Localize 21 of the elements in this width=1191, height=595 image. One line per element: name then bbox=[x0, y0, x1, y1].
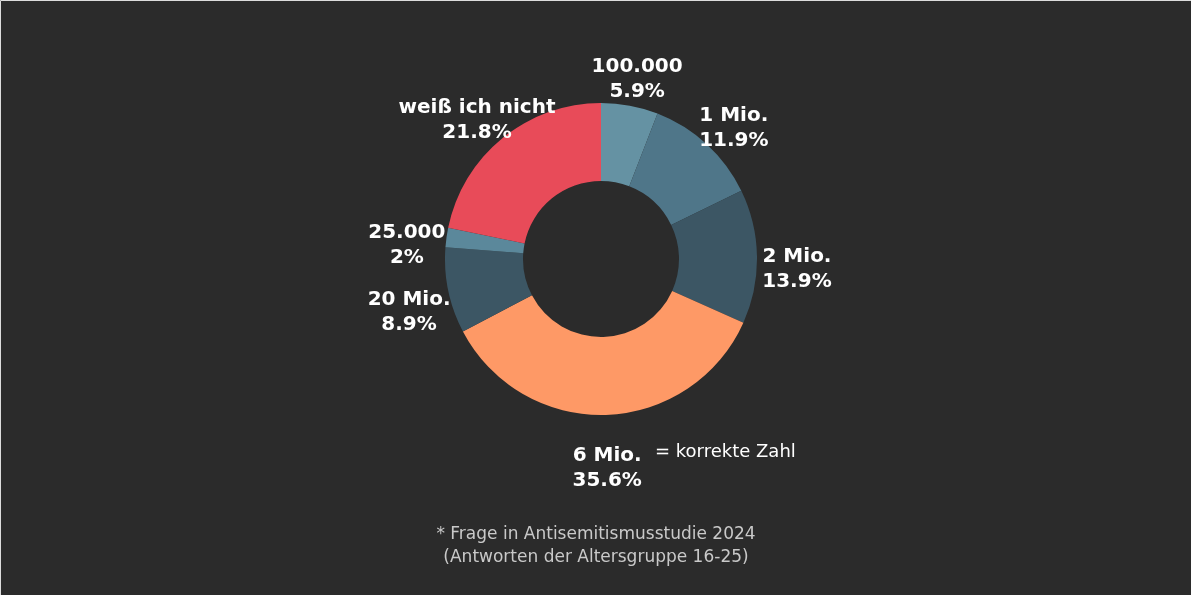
data-label: 21.8% bbox=[442, 119, 512, 144]
donut-slice bbox=[462, 290, 744, 415]
data-label: 11.9% bbox=[699, 126, 769, 151]
text: * Frage in Antisemitismusstudie 2024 bbox=[436, 523, 756, 543]
data-label: 13.9% bbox=[762, 267, 832, 292]
slice-label: 6 Mio. bbox=[572, 441, 642, 466]
data-label: 35.6% bbox=[572, 466, 642, 491]
data-label: 5.9% bbox=[609, 78, 665, 103]
slice-label: 20 Mio. bbox=[367, 285, 451, 310]
slice-label: weiß ich nicht bbox=[398, 94, 556, 119]
data-label: 8.9% bbox=[381, 310, 437, 335]
slice-label: 100.000 bbox=[591, 53, 683, 78]
data-label: 2% bbox=[389, 243, 424, 268]
donut-slice bbox=[671, 190, 757, 323]
slice-label: 2 Mio. bbox=[762, 242, 832, 267]
text: (Antworten der Altersgruppe 16-25) bbox=[443, 546, 749, 566]
donut-slice bbox=[445, 227, 525, 254]
slice-label: 25.000 bbox=[368, 218, 446, 243]
donut-slice bbox=[601, 103, 658, 187]
text: = korrekte Zahl bbox=[655, 440, 796, 461]
slice-label: 1 Mio. bbox=[699, 101, 769, 126]
